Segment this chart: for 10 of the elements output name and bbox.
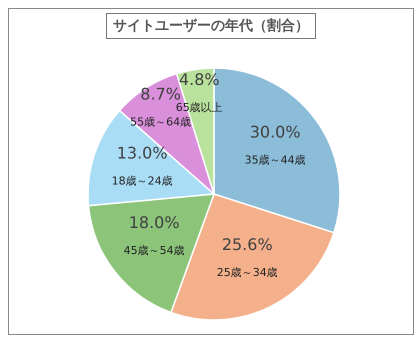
chart-title: サイトユーザーの年代（割合） bbox=[106, 13, 316, 39]
data-label: 30.0% bbox=[250, 122, 301, 142]
data-label: 13.0% bbox=[116, 144, 168, 163]
data-label: 18.0% bbox=[128, 213, 180, 232]
slice-label: 18歳～24歳 bbox=[112, 174, 173, 188]
data-label: 25.6% bbox=[222, 234, 273, 254]
slice-label: 35歳～44歳 bbox=[244, 154, 306, 167]
slice-label: 45歳～54歳 bbox=[124, 244, 185, 258]
slice-label: 25歳～34歳 bbox=[216, 266, 278, 279]
data-label: 8.7% bbox=[140, 84, 181, 104]
